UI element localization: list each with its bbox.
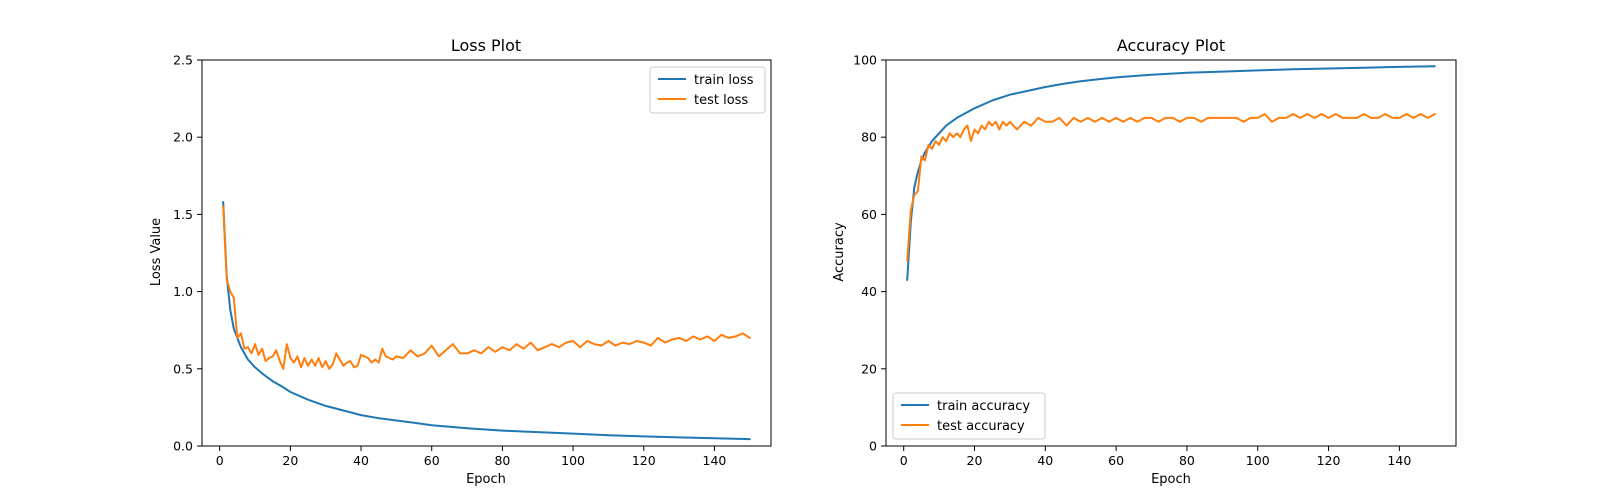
accuracy-plot-y-ticks: 0 20 40 60 80 100	[853, 53, 886, 454]
loss-plot-title: Loss Plot	[451, 36, 521, 55]
loss-y-tick-label: 1.0	[173, 284, 193, 299]
loss-x-tick-label: 40	[353, 453, 369, 468]
accuracy-x-tick-label: 0	[900, 453, 908, 468]
loss-plot-series	[222, 201, 751, 441]
accuracy-plot-series	[906, 65, 1436, 281]
accuracy-y-tick-label: 20	[861, 361, 877, 376]
loss-plot-panel: Loss Plot Epoch Loss Value 0.0 0.5 1.0 1.5 2…	[149, 36, 772, 487]
accuracy-y-tick-label: 100	[853, 53, 877, 68]
loss-y-tick-label: 0.0	[173, 439, 193, 454]
loss-y-tick-label: 0.5	[173, 361, 193, 376]
loss-x-tick-label: 80	[494, 453, 510, 468]
loss-plot-y-ticks: 0.0 0.5 1.0 1.5 2.0 2.5	[173, 53, 202, 454]
loss-y-tick-label: 2.0	[173, 130, 193, 145]
accuracy-y-tick-label: 0	[869, 439, 877, 454]
accuracy-x-tick-label: 60	[1108, 453, 1124, 468]
accuracy-plot-x-ticks: 0 20 40 60 80 100 120 140	[900, 446, 1411, 468]
loss-plot-frame	[201, 59, 772, 447]
loss-x-tick-label: 100	[561, 453, 585, 468]
accuracy-plot-legend-box	[892, 392, 1046, 440]
accuracy-x-tick-label: 40	[1037, 453, 1053, 468]
loss-legend-test-label: test loss	[694, 93, 748, 108]
loss-plot-x-ticks: 0 20 40 60 80 100 120 140	[216, 446, 727, 468]
accuracy-y-tick-label: 40	[861, 284, 877, 299]
accuracy-x-tick-label: 100	[1246, 453, 1270, 468]
loss-x-tick-label: 0	[216, 453, 224, 468]
loss-legend-train-label: train loss	[694, 73, 754, 88]
loss-x-tick-label: 60	[424, 453, 440, 468]
loss-series-test-line	[222, 205, 751, 370]
accuracy-series-test-line	[906, 113, 1436, 262]
accuracy-y-tick-label: 80	[861, 130, 877, 145]
accuracy-legend-train-label: train accuracy	[937, 399, 1030, 414]
loss-x-tick-label: 20	[282, 453, 298, 468]
accuracy-plot-panel: Accuracy Plot Epoch Accuracy 0 20 40 60 80 10…	[832, 36, 1457, 487]
loss-y-tick-label: 1.5	[173, 207, 193, 222]
accuracy-plot-ylabel: Accuracy	[832, 222, 847, 282]
accuracy-legend-test-label: test accuracy	[937, 419, 1025, 434]
loss-plot-ylabel: Loss Value	[149, 218, 164, 286]
accuracy-x-tick-label: 20	[967, 453, 983, 468]
accuracy-y-tick-label: 60	[861, 207, 877, 222]
loss-x-tick-label: 120	[632, 453, 656, 468]
loss-y-tick-label: 2.5	[173, 53, 193, 68]
accuracy-plot-xlabel: Epoch	[1151, 472, 1191, 487]
loss-plot-xlabel: Epoch	[466, 472, 506, 487]
loss-plot-legend: train loss test loss	[649, 66, 766, 114]
accuracy-x-tick-label: 120	[1317, 453, 1341, 468]
accuracy-series-train-line	[906, 65, 1436, 281]
accuracy-plot-legend: train accuracy test accuracy	[892, 392, 1046, 440]
loss-x-tick-label: 140	[703, 453, 727, 468]
accuracy-x-tick-label: 80	[1179, 453, 1195, 468]
accuracy-x-tick-label: 140	[1387, 453, 1411, 468]
accuracy-plot-frame	[885, 59, 1457, 447]
accuracy-plot-title: Accuracy Plot	[1117, 36, 1225, 55]
loss-series-train-line	[222, 201, 751, 441]
